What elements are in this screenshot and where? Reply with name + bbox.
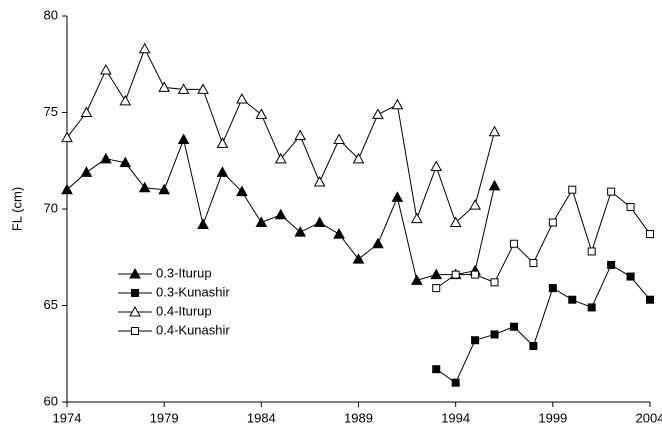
x-tick-label: 1984 [247, 410, 276, 425]
marker [430, 268, 443, 280]
x-tick-label: 1989 [344, 410, 373, 425]
marker [100, 64, 112, 75]
marker [333, 133, 345, 145]
marker [100, 152, 112, 164]
marker [80, 166, 93, 177]
marker [490, 278, 499, 287]
marker [626, 272, 635, 281]
marker [449, 216, 462, 228]
marker [333, 228, 345, 239]
series-line [435, 264, 651, 384]
marker [469, 199, 481, 210]
marker [529, 259, 538, 268]
marker [119, 156, 132, 168]
marker [313, 175, 326, 187]
legend-label: 0.3-Iturup [156, 265, 212, 280]
marker [548, 284, 557, 293]
y-tick-label: 60 [44, 393, 58, 408]
marker [313, 216, 326, 228]
marker [80, 106, 93, 117]
marker [255, 108, 268, 119]
x-tick-label: 2004 [636, 410, 662, 425]
marker [138, 181, 151, 193]
marker [488, 179, 501, 191]
y-tick-label: 70 [44, 200, 58, 215]
marker [607, 260, 616, 269]
marker [607, 187, 616, 196]
marker [197, 218, 209, 229]
marker [568, 295, 577, 304]
marker [294, 226, 307, 237]
marker [471, 270, 480, 279]
series-line [66, 47, 496, 224]
marker [626, 203, 635, 212]
legend-marker [131, 289, 139, 297]
marker [177, 133, 190, 145]
marker [587, 303, 596, 312]
y-tick-label: 75 [44, 104, 58, 119]
marker [646, 230, 654, 239]
legend-marker [129, 267, 141, 279]
marker [158, 183, 171, 195]
x-tick-label: 1999 [538, 410, 567, 425]
marker [410, 212, 423, 224]
marker [372, 108, 384, 119]
marker [294, 129, 307, 141]
marker [410, 274, 423, 285]
marker [509, 239, 518, 248]
legend-marker [129, 305, 141, 317]
marker [158, 81, 171, 92]
marker [646, 295, 654, 304]
marker [391, 98, 404, 110]
marker [274, 208, 287, 220]
marker [216, 137, 229, 148]
marker [391, 191, 404, 202]
x-tick-label: 1994 [441, 410, 470, 425]
marker [216, 166, 229, 177]
series-line [435, 188, 651, 289]
marker [177, 83, 190, 94]
marker [255, 216, 268, 228]
marker [236, 185, 248, 197]
marker [471, 336, 480, 345]
marker [488, 125, 501, 137]
marker [352, 253, 365, 264]
marker [430, 160, 443, 172]
marker [432, 365, 441, 374]
y-tick-label: 80 [44, 7, 58, 22]
marker [548, 218, 557, 227]
marker [61, 131, 73, 143]
marker [432, 284, 441, 293]
y-axis-label: FL (cm) [9, 187, 24, 231]
legend-label: 0.4-Iturup [156, 303, 212, 318]
x-tick-label: 1979 [150, 410, 179, 425]
x-tick-label: 1974 [53, 410, 82, 425]
marker [490, 330, 499, 339]
marker [236, 92, 248, 104]
marker [119, 94, 132, 106]
legend-label: 0.3-Kunashir [156, 284, 230, 299]
marker [197, 83, 209, 94]
marker [352, 152, 365, 164]
marker [509, 322, 518, 331]
marker [61, 183, 73, 195]
marker [451, 270, 460, 279]
marker [568, 185, 577, 194]
marker [274, 152, 287, 164]
marker [138, 42, 151, 54]
marker [451, 378, 460, 387]
marker [587, 247, 596, 256]
legend-marker [131, 327, 139, 335]
marker [529, 342, 538, 351]
legend-label: 0.4-Kunashir [156, 322, 230, 337]
y-tick-label: 65 [44, 297, 58, 312]
marker [372, 237, 384, 249]
